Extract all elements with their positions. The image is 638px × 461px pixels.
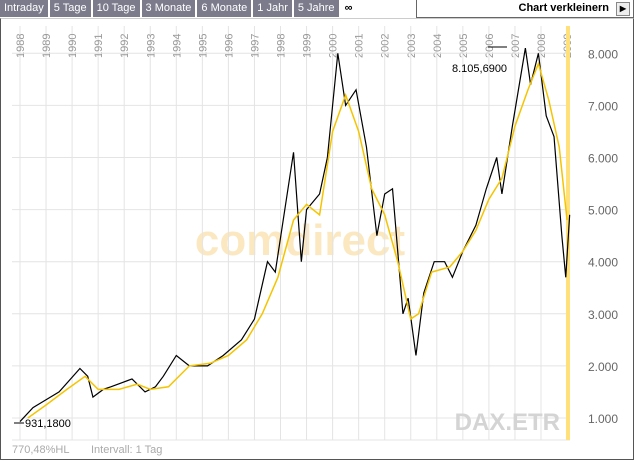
x-tick-label: 1992: [119, 34, 131, 58]
tab-0[interactable]: Intraday: [0, 0, 48, 17]
y-tick-label: 8.000: [588, 47, 618, 61]
x-tick-label: 1993: [145, 34, 157, 58]
x-tick-label: 2000: [328, 34, 340, 58]
arrow-right-icon: ▶: [616, 2, 630, 16]
tab-6[interactable]: 5 Jahre: [293, 0, 339, 17]
tab-5[interactable]: 1 Jahr: [253, 0, 292, 17]
shrink-chart-button[interactable]: Chart verkleinern ▶: [416, 0, 634, 18]
tab-7[interactable]: ∞: [340, 0, 357, 17]
x-tick-label: 1997: [249, 34, 261, 58]
x-tick-label: 1990: [67, 34, 79, 58]
x-tick-label: 2006: [484, 34, 496, 58]
y-tick-label: 2.000: [588, 360, 618, 374]
tab-2[interactable]: 10 Tage: [92, 0, 140, 17]
x-tick-label: 2003: [406, 34, 418, 58]
x-tick-label: 2001: [354, 34, 366, 58]
min-label: 931,1800: [25, 418, 71, 430]
interval-text: Intervall: 1 Tag: [91, 444, 162, 456]
symbol-watermark: DAX.ETR: [455, 409, 560, 436]
y-tick-label: 3.000: [588, 308, 618, 322]
y-tick-label: 4.000: [588, 256, 618, 270]
x-tick-label: 2008: [536, 34, 548, 58]
shrink-chart-label: Chart verkleinern: [518, 2, 609, 14]
x-tick-label: 1996: [223, 34, 235, 58]
range-tabs: Intraday 5 Tage 10 Tage 3 Monate 6 Monate 1 J…: [0, 0, 358, 18]
x-tick-label: 1989: [41, 34, 53, 58]
x-tick-label: 2004: [432, 34, 444, 58]
y-tick-label: 6.000: [588, 152, 618, 166]
x-tick-label: 1994: [171, 34, 183, 58]
x-tick-label: 2007: [510, 34, 522, 58]
tab-1[interactable]: 5 Tage: [49, 0, 91, 17]
hl-text: 770,48%HL: [12, 444, 70, 456]
tab-4[interactable]: 6 Monate: [197, 0, 252, 17]
x-tick-label: 1988: [15, 34, 27, 58]
y-tick-label: 5.000: [588, 204, 618, 218]
chart-frame: [0, 18, 634, 460]
x-tick-label: 1991: [93, 34, 105, 58]
x-tick-label: 1999: [302, 34, 314, 58]
x-tick-label: 2005: [458, 34, 470, 58]
tab-3[interactable]: 3 Monate: [141, 0, 196, 17]
max-label: 8.105,6900: [452, 63, 507, 75]
x-tick-label: 1998: [276, 34, 288, 58]
x-tick-label: 2002: [380, 34, 392, 58]
x-tick-label: 1995: [197, 34, 209, 58]
series-average-line: [27, 61, 568, 419]
series-dax-line: [19, 47, 571, 423]
y-tick-label: 7.000: [588, 99, 618, 113]
y-tick-label: 1.000: [588, 412, 618, 426]
